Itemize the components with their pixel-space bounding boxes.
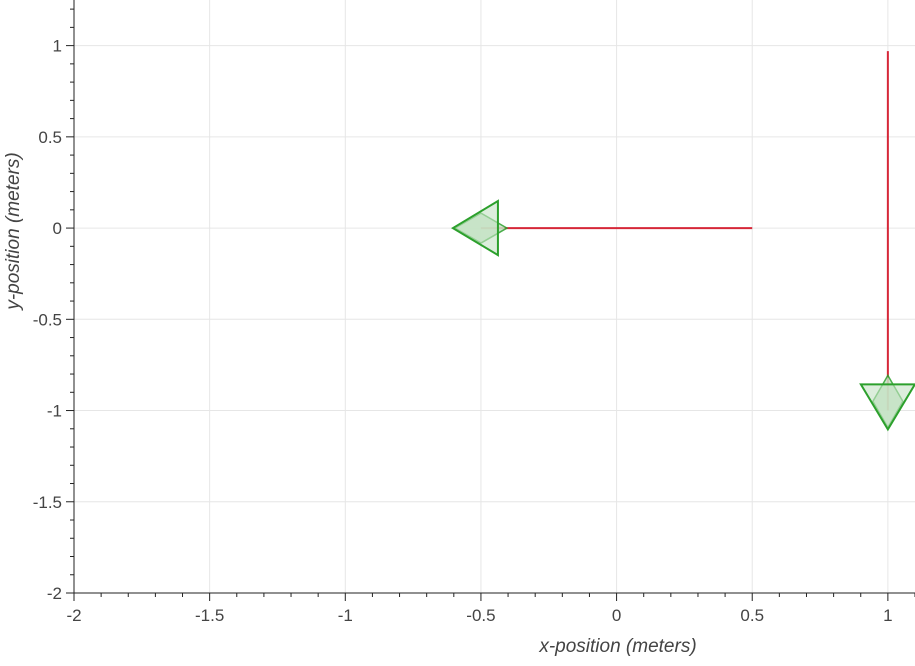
y-axis-label: y-position (meters) [3, 152, 24, 311]
pose-marker [450, 199, 509, 257]
x-tick-label: -0.5 [466, 606, 495, 625]
pose-marker-shape [859, 373, 915, 432]
y-tick-label: -1.5 [33, 493, 62, 512]
pose-heading-triangle [450, 199, 499, 257]
pose-marker-shape [450, 199, 509, 257]
robot-pose-markers [450, 199, 915, 432]
pose-heading-triangle [859, 383, 915, 432]
grid-lines [73, 0, 915, 594]
x-tick-label: -1.5 [195, 606, 224, 625]
y-tick-label: -2 [47, 584, 62, 603]
y-tick-label: 1 [53, 37, 62, 56]
x-axis-label: x-position (meters) [538, 636, 696, 657]
y-tick-label: 0 [53, 219, 62, 238]
x-tick-label: -2 [66, 606, 81, 625]
x-tick-label: 0 [612, 606, 621, 625]
y-tick-label: -0.5 [33, 310, 62, 329]
y-tick-label: 0.5 [38, 128, 62, 147]
x-tick-label: 1 [883, 606, 892, 625]
pose-marker [859, 373, 915, 432]
trajectory-paths [480, 51, 889, 411]
x-tick-label: -1 [338, 606, 353, 625]
y-tick-label: -1 [47, 402, 62, 421]
x-tick-label: 0.5 [740, 606, 764, 625]
axes: -2 -1.5 -1 -0.5 0 0.5 1 -2 -1.5 -1 -0.5 0 0.5 1 [33, 0, 915, 625]
